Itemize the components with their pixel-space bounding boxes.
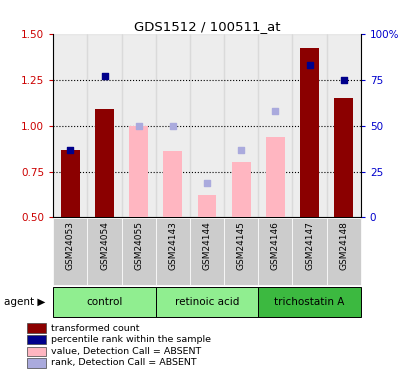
Bar <box>326 34 360 218</box>
Title: GDS1512 / 100511_at: GDS1512 / 100511_at <box>133 20 280 33</box>
Point <box>339 77 346 83</box>
Bar <box>95 109 114 217</box>
Bar <box>27 358 46 368</box>
Text: control: control <box>86 297 122 307</box>
Bar <box>87 217 121 285</box>
Point <box>67 147 74 153</box>
Bar <box>27 335 46 345</box>
Point <box>272 108 278 114</box>
Text: value, Detection Call = ABSENT: value, Detection Call = ABSENT <box>51 347 201 356</box>
Text: GSM24053: GSM24053 <box>66 221 75 270</box>
Text: GSM24147: GSM24147 <box>304 221 313 270</box>
Bar <box>129 126 148 218</box>
Point <box>203 180 210 186</box>
Text: retinoic acid: retinoic acid <box>174 297 239 307</box>
Point <box>101 73 108 79</box>
Bar <box>326 217 360 285</box>
Text: GSM24145: GSM24145 <box>236 221 245 270</box>
Text: GSM24055: GSM24055 <box>134 221 143 270</box>
Text: percentile rank within the sample: percentile rank within the sample <box>51 335 211 344</box>
Bar <box>155 217 189 285</box>
Point <box>306 62 312 68</box>
Text: GSM24054: GSM24054 <box>100 221 109 270</box>
Bar <box>231 162 250 218</box>
Bar <box>163 152 182 217</box>
Bar <box>121 217 155 285</box>
Bar <box>61 150 80 217</box>
Bar <box>258 34 292 218</box>
Bar <box>121 34 155 218</box>
Bar <box>53 217 87 285</box>
Bar <box>258 217 292 285</box>
Bar <box>299 48 318 217</box>
Text: transformed count: transformed count <box>51 324 139 333</box>
Text: GSM24144: GSM24144 <box>202 221 211 270</box>
Bar <box>258 286 360 317</box>
Point <box>169 123 176 129</box>
Text: GSM24143: GSM24143 <box>168 221 177 270</box>
Bar <box>292 217 326 285</box>
Bar <box>189 217 224 285</box>
Point <box>237 147 244 153</box>
Bar <box>53 286 155 317</box>
Text: GSM24146: GSM24146 <box>270 221 279 270</box>
Bar <box>27 324 46 333</box>
Bar <box>224 217 258 285</box>
Text: agent ▶: agent ▶ <box>4 297 45 307</box>
Bar <box>265 136 284 218</box>
Text: trichostatin A: trichostatin A <box>274 297 344 307</box>
Bar <box>155 286 258 317</box>
Bar <box>292 34 326 218</box>
Bar <box>87 34 121 218</box>
Bar <box>155 34 189 218</box>
Bar <box>27 346 46 356</box>
Bar <box>197 195 216 217</box>
Text: rank, Detection Call = ABSENT: rank, Detection Call = ABSENT <box>51 358 196 368</box>
Bar <box>189 34 224 218</box>
Bar <box>224 34 258 218</box>
Bar <box>53 34 87 218</box>
Text: GSM24148: GSM24148 <box>338 221 347 270</box>
Bar <box>333 98 352 218</box>
Point <box>135 123 142 129</box>
